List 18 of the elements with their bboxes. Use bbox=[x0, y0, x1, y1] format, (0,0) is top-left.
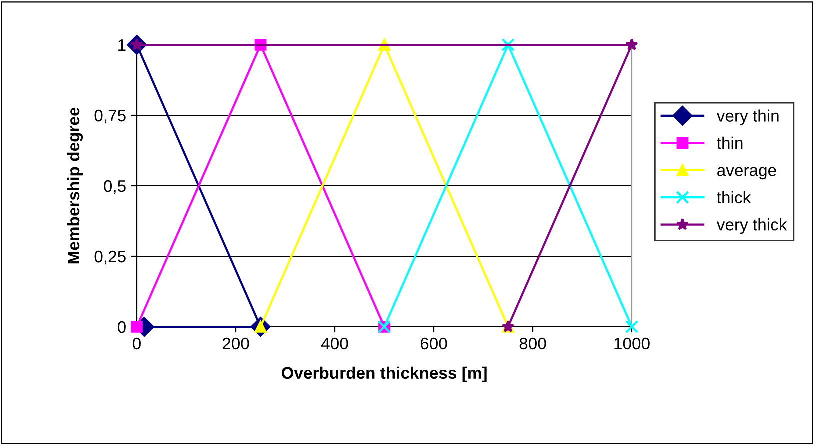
y-tick-label: 0 bbox=[118, 321, 126, 334]
x-tick-label: 200 bbox=[222, 338, 250, 350]
y-tick-label: 0,25 bbox=[94, 250, 126, 265]
y-tick-label: 1 bbox=[118, 40, 126, 52]
y-tick-label: 0,5 bbox=[104, 180, 126, 194]
y-tick-label: 0,75 bbox=[94, 110, 126, 124]
legend-label: very thin bbox=[716, 110, 779, 126]
legend-label: very thick bbox=[716, 218, 788, 234]
x-tick-label: 1000 bbox=[614, 338, 650, 350]
y-axis-title: Membership degree bbox=[67, 108, 84, 264]
legend-label: average bbox=[718, 167, 776, 180]
legend-label: thin bbox=[717, 136, 743, 150]
x-tick-label: 400 bbox=[321, 338, 348, 350]
x-tick-label: 600 bbox=[420, 338, 448, 350]
x-axis-title: Overburden thickness [m] bbox=[282, 366, 487, 382]
x-tick-label: 0 bbox=[133, 338, 141, 350]
legend-label: thick bbox=[717, 191, 752, 204]
x-tick-label: 800 bbox=[520, 338, 546, 350]
